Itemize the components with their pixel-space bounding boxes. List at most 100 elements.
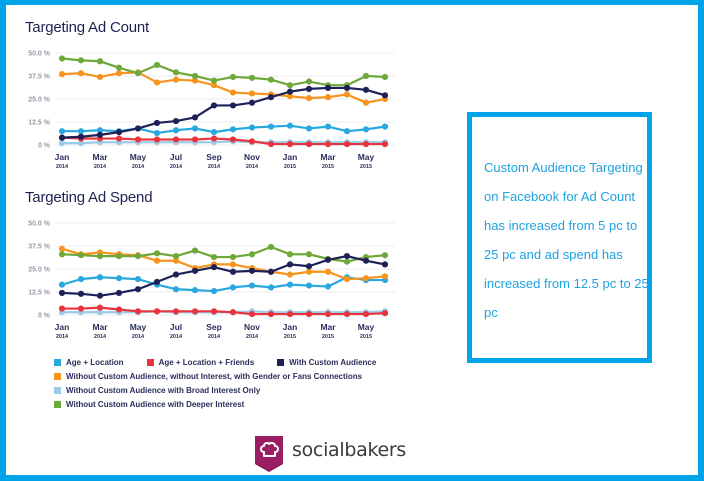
- legend-row: Without Custom Audience with Deeper Inte…: [54, 397, 399, 411]
- data-point-without-custom-audience-without-interest-with-gender-or-fans-connections: [77, 70, 85, 77]
- data-point-age-location-friends: [77, 305, 85, 312]
- x-tick-label-year: 2014: [94, 334, 107, 340]
- data-point-without-custom-audience-without-interest-with-gender-or-fans-connections: [96, 73, 104, 81]
- data-point-without-custom-audience-without-interest-with-gender-or-fans-connections: [286, 271, 294, 278]
- summary-callout-box: Custom Audience Targeting on Facebook fo…: [467, 112, 652, 363]
- data-point-age-location: [134, 276, 142, 283]
- data-point-with-custom-audience: [191, 114, 199, 121]
- data-point-without-custom-audience-without-interest-with-gender-or-fans-connections: [343, 276, 351, 283]
- data-point-with-custom-audience: [229, 268, 237, 275]
- y-tick-label: 12.5 %: [28, 290, 51, 297]
- data-point-age-location: [210, 129, 218, 136]
- data-point-age-location-friends: [267, 310, 275, 318]
- legend-swatch: [54, 386, 61, 394]
- x-tick-label-month: Jul: [170, 322, 182, 332]
- data-point-age-location-friends: [248, 310, 256, 318]
- legend-swatch: [54, 372, 61, 380]
- x-tick-label-year: 2014: [246, 164, 259, 170]
- data-point-without-custom-audience-with-deeper-interest: [267, 76, 275, 83]
- data-point-without-custom-audience-without-interest-with-gender-or-fans-connections: [210, 82, 218, 89]
- chart-legend: Age + Location Age + Location + Friends …: [54, 355, 399, 411]
- data-point-without-custom-audience-with-deeper-interest: [172, 253, 180, 260]
- data-point-age-location: [172, 127, 180, 134]
- data-point-age-location: [324, 123, 332, 130]
- data-point-without-custom-audience-with-deeper-interest: [381, 252, 389, 259]
- data-point-with-custom-audience: [191, 267, 199, 274]
- data-point-with-custom-audience: [343, 84, 351, 92]
- data-point-with-custom-audience: [58, 289, 66, 297]
- data-point-age-location: [153, 129, 161, 137]
- x-tick-label-month: Mar: [92, 322, 108, 332]
- data-point-age-location-friends: [362, 310, 370, 318]
- data-point-without-custom-audience-without-interest-with-gender-or-fans-connections: [381, 273, 389, 280]
- data-point-age-location: [96, 127, 104, 134]
- data-point-age-location: [324, 283, 332, 290]
- x-tick-label-month: Mar: [320, 152, 336, 162]
- data-point-with-custom-audience: [305, 85, 313, 92]
- ad-count-chart-title: Targeting Ad Count: [25, 19, 149, 36]
- x-tick-label-month: Jan: [55, 322, 70, 332]
- data-point-without-custom-audience-without-interest-with-gender-or-fans-connections: [229, 261, 237, 268]
- legend-label: Without Custom Audience with Broad Inter…: [66, 385, 261, 395]
- data-point-without-custom-audience-with-deeper-interest: [58, 55, 66, 62]
- data-point-with-custom-audience: [362, 86, 370, 93]
- summary-callout-text: Custom Audience Targeting on Facebook fo…: [484, 160, 649, 320]
- data-point-without-custom-audience-with-deeper-interest: [191, 72, 199, 80]
- legend-swatch: [146, 358, 154, 366]
- x-tick-label-year: 2015: [284, 164, 296, 170]
- series-line-age-location: [61, 276, 385, 293]
- x-tick-label-month: May: [358, 322, 375, 332]
- data-point-age-location-friends: [324, 310, 332, 318]
- data-point-age-location-friends: [362, 140, 370, 148]
- legend-swatch: [277, 358, 285, 366]
- legend-item-without-ca-deeper-interest: Without Custom Audience with Deeper Inte…: [54, 400, 244, 409]
- data-point-age-location: [210, 287, 218, 295]
- data-point-without-custom-audience-without-interest-with-gender-or-fans-connections: [286, 93, 294, 100]
- data-point-without-custom-audience-with-deeper-interest: [153, 61, 161, 69]
- data-point-without-custom-audience-without-interest-with-gender-or-fans-connections: [324, 268, 332, 275]
- y-tick-label: 50.0 %: [28, 51, 51, 58]
- legend-swatch: [54, 358, 61, 366]
- data-point-without-custom-audience-with-deeper-interest: [134, 253, 142, 260]
- logo-wordmark: socialbakers: [292, 439, 406, 461]
- x-tick-label-year: 2015: [360, 164, 372, 170]
- data-point-with-custom-audience: [305, 263, 313, 270]
- data-point-age-location-friends: [229, 309, 237, 316]
- data-point-with-custom-audience: [286, 261, 294, 268]
- data-point-with-custom-audience: [210, 264, 218, 271]
- series-line-age-location-friends: [62, 306, 386, 316]
- data-point-without-custom-audience-with-deeper-interest: [343, 258, 351, 265]
- y-tick-label: 25.0 %: [28, 97, 51, 104]
- data-point-with-custom-audience: [96, 131, 104, 138]
- data-point-without-custom-audience-with-deeper-interest: [286, 82, 294, 89]
- data-point-without-custom-audience-with-deeper-interest: [210, 253, 218, 261]
- data-point-without-custom-audience-with-deeper-interest: [153, 250, 161, 257]
- data-point-age-location: [305, 125, 313, 132]
- data-point-with-custom-audience: [172, 117, 180, 125]
- legend-item-age-location-friends: Age + Location + Friends: [146, 358, 254, 367]
- y-tick-label: 0 %: [38, 143, 51, 150]
- data-point-with-custom-audience: [248, 99, 256, 106]
- series-line-age-location-friends: [61, 136, 385, 146]
- data-point-with-custom-audience: [96, 292, 104, 299]
- data-point-with-custom-audience: [343, 253, 351, 260]
- x-tick-label-month: May: [130, 322, 147, 332]
- x-tick-label-month: Nov: [244, 152, 260, 162]
- data-point-age-location: [77, 128, 85, 135]
- data-point-age-location: [267, 123, 275, 130]
- data-point-age-location-friends: [115, 135, 123, 142]
- data-point-age-location-friends: [134, 308, 142, 315]
- data-point-without-custom-audience-with-deeper-interest: [77, 252, 85, 259]
- x-tick-label-month: Mar: [320, 322, 336, 332]
- data-point-without-custom-audience-without-interest-with-gender-or-fans-connections: [343, 91, 351, 98]
- data-point-with-custom-audience: [153, 119, 161, 127]
- x-tick-label-year: 2014: [208, 334, 221, 340]
- socialbakers-logo: socialbakers: [255, 436, 406, 472]
- legend-row: Without Custom Audience, without Interes…: [54, 369, 399, 383]
- data-point-age-location-friends: [229, 136, 237, 143]
- data-point-without-custom-audience-with-deeper-interest: [362, 72, 370, 80]
- data-point-without-custom-audience-with-deeper-interest: [191, 247, 199, 254]
- x-tick-label-month: Nov: [244, 322, 260, 332]
